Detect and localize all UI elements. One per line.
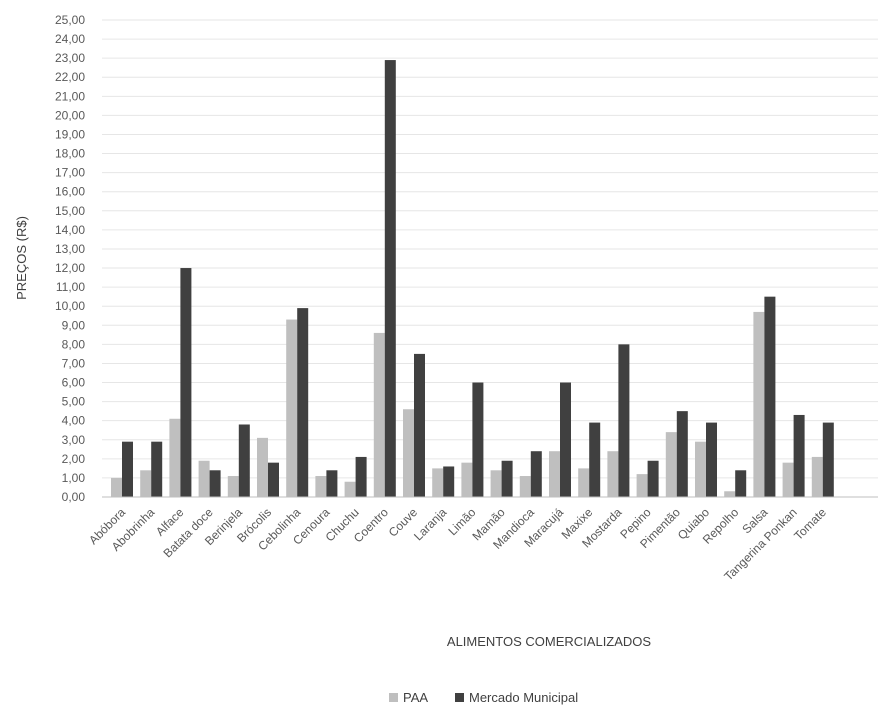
bar-mercado-municipal [122, 441, 133, 497]
legend-swatch [389, 693, 398, 702]
bar-mercado-municipal [793, 414, 805, 497]
y-tick-label: 0,00 [62, 490, 86, 504]
bar-mercado-municipal [676, 411, 688, 497]
bar-paa [665, 432, 677, 497]
bar-mercado-municipal [355, 456, 367, 497]
y-tick-label: 20,00 [55, 108, 85, 122]
bar-paa [198, 460, 210, 497]
y-tick-label: 3,00 [62, 433, 86, 447]
bar-paa [695, 441, 706, 497]
y-tick-label: 13,00 [55, 242, 85, 256]
bar-mercado-municipal [501, 460, 513, 497]
y-tick-label: 17,00 [55, 166, 85, 180]
bar-mercado-municipal [530, 451, 542, 497]
legend-swatch [455, 693, 464, 702]
bar-mercado-municipal [706, 422, 717, 497]
bar-mercado-municipal [414, 353, 425, 497]
bar-mercado-municipal [297, 308, 309, 497]
bar-paa [111, 477, 122, 497]
bar-paa [227, 476, 239, 497]
bar-mercado-municipal [589, 422, 601, 497]
bar-mercado-municipal [384, 60, 396, 498]
bar-mercado-municipal [764, 296, 776, 497]
bar-mercado-municipal [735, 470, 747, 497]
y-tick-label: 16,00 [55, 185, 85, 199]
y-tick-label: 8,00 [62, 337, 86, 351]
bar-paa [490, 470, 502, 497]
bar-mercado-municipal [326, 470, 338, 497]
y-tick-label: 2,00 [62, 452, 86, 466]
bar-paa [607, 451, 619, 497]
legend: PAA Mercado Municipal [389, 690, 578, 705]
bar-paa [578, 468, 590, 497]
bar-mercado-municipal [443, 466, 455, 497]
bar-paa [782, 462, 794, 497]
bar-paa [549, 451, 560, 497]
y-tick-label: 6,00 [62, 376, 86, 390]
bar-paa [461, 462, 473, 497]
bar-paa [519, 476, 531, 497]
bar-paa [432, 468, 444, 497]
bar-mercado-municipal [822, 422, 834, 497]
bar-paa [811, 456, 823, 497]
y-tick-label: 12,00 [55, 261, 85, 275]
bar-mercado-municipal [268, 462, 279, 497]
bar-paa [315, 476, 327, 497]
y-tick-label: 19,00 [55, 127, 85, 141]
bar-paa [636, 474, 648, 497]
bars [111, 60, 834, 498]
legend-label: PAA [403, 690, 428, 705]
bar-mercado-municipal [209, 470, 221, 497]
bar-paa [286, 319, 298, 497]
bar-mercado-municipal [151, 441, 163, 497]
y-tick-label: 18,00 [55, 147, 85, 161]
bar-paa [257, 437, 268, 497]
y-tick-label: 4,00 [62, 414, 86, 428]
bar-paa [373, 332, 385, 497]
x-axis-title: ALIMENTOS COMERCIALIZADOS [447, 634, 652, 649]
y-axis-ticks: 0,00 1,00 2,00 3,00 4,00 5,00 6,00 7,00 8,00 9,00… [55, 13, 85, 504]
bar-paa [403, 409, 414, 497]
y-tick-label: 1,00 [62, 471, 86, 485]
y-tick-label: 23,00 [55, 51, 85, 65]
bar-mercado-municipal [647, 460, 659, 497]
y-tick-label: 11,00 [56, 280, 85, 294]
gridlines [102, 19, 878, 479]
x-tick-label: Tomate [791, 505, 829, 543]
bar-mercado-municipal [560, 382, 571, 497]
legend-label: Mercado Municipal [469, 690, 578, 705]
y-tick-label: 21,00 [55, 89, 85, 103]
y-tick-label: 7,00 [62, 356, 86, 370]
bar-mercado-municipal [238, 424, 250, 497]
y-tick-label: 5,00 [62, 395, 86, 409]
y-tick-label: 24,00 [55, 32, 85, 46]
bar-mercado-municipal [618, 344, 630, 497]
bar-mercado-municipal [180, 268, 192, 497]
x-tick-label: Laranja [411, 505, 449, 543]
y-tick-label: 15,00 [55, 204, 85, 218]
bar-paa [753, 311, 765, 497]
y-tick-label: 14,00 [55, 223, 85, 237]
y-axis-title: PREÇOS (R$) [14, 216, 29, 300]
y-tick-label: 22,00 [55, 70, 85, 84]
bar-paa [169, 418, 181, 497]
y-tick-label: 10,00 [55, 299, 85, 313]
y-tick-label: 25,00 [55, 13, 85, 27]
y-tick-label: 9,00 [62, 318, 86, 332]
bar-paa [724, 491, 736, 497]
bar-paa [140, 470, 152, 497]
bar-mercado-municipal [472, 382, 484, 497]
bar-paa [344, 481, 356, 497]
